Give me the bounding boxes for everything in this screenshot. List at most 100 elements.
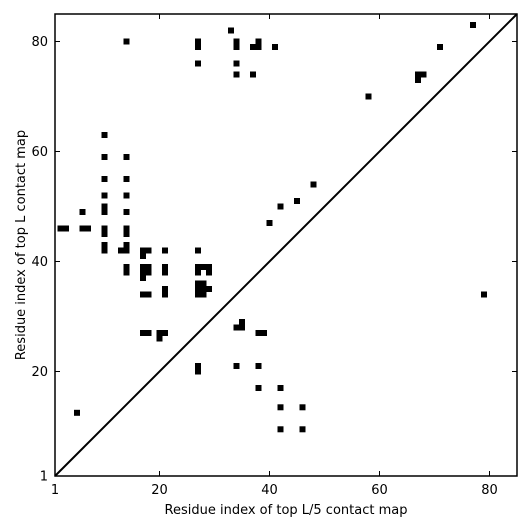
contact-point [101,209,108,215]
contact-point [101,231,108,237]
contact-point [123,247,130,254]
contact-point [255,44,262,50]
contact-point [255,38,262,45]
contact-point [195,264,201,270]
contact-point [101,225,108,232]
contact-point [101,247,108,254]
x-axis-label: Residue index of top L/5 contact map [165,503,408,518]
contact-point [123,242,130,248]
contact-point [239,319,245,325]
contact-point [250,44,256,50]
contact-point [415,71,421,78]
contact-point [255,330,262,336]
contact-point [123,264,130,270]
contact-point [162,291,168,298]
y-tick-label: 80 [31,35,48,50]
y-tick-label: 1 [40,470,48,485]
contact-point [200,264,207,270]
contact-point [156,330,163,336]
contact-point [233,38,240,45]
plot-frame [54,13,518,477]
y-tick-label: 60 [31,145,48,160]
contact-point [140,269,146,276]
y-axis-label: Residue index of top L contact map [14,130,29,360]
contact-point [233,44,240,50]
contact-point [195,280,201,287]
contact-point [85,225,91,232]
contact-point [255,385,262,391]
contact-point [63,225,69,232]
contact-point [195,269,201,276]
contact-point [233,324,240,331]
contact-point [195,368,201,375]
contact-point [200,280,207,287]
contact-point [140,264,146,270]
contact-point [101,132,108,138]
contact-point [437,44,443,50]
contact-point [233,60,240,67]
contact-point [195,38,201,45]
contact-point [195,60,201,67]
contact-point [233,363,240,369]
contact-point [123,269,130,276]
contact-point [145,264,152,270]
contact-point [206,269,212,276]
contact-point [228,27,234,34]
contact-point [101,203,108,210]
contact-point [145,291,152,298]
contact-point [140,330,146,336]
contact-point [101,176,108,182]
contact-point [57,225,64,232]
contact-point [101,192,108,199]
contact-point [277,385,284,391]
contact-point [272,44,278,50]
contact-point [74,409,80,416]
y-tick-label: 40 [31,255,48,270]
contact-point [162,264,168,270]
diagonal-line [54,13,518,477]
contact-point [123,192,130,199]
contact-point [79,225,86,232]
x-tick-label: 80 [481,483,498,498]
contact-point [277,404,284,411]
contact-point [420,71,427,78]
contact-point [239,324,245,331]
contact-point [195,286,201,292]
contact-point [140,291,146,298]
contact-point [79,209,86,215]
contact-point [123,38,130,45]
contact-point [299,404,306,411]
contact-point [206,286,212,292]
contact-point [261,330,267,336]
contact-point [101,154,108,160]
contact-point [266,220,273,226]
contact-point [470,22,476,28]
contact-points [57,22,487,433]
contact-point [481,291,487,298]
contact-point [255,363,262,369]
contact-point [123,209,130,215]
contact-point [123,225,130,232]
contact-point [200,286,207,292]
contact-point [277,426,284,433]
contact-point [123,154,130,160]
contact-point [200,291,207,298]
contact-point [145,269,152,276]
contact-point [118,247,124,254]
contact-point [123,231,130,237]
contact-point [162,330,168,336]
contact-point [162,286,168,292]
y-tick-label: 20 [31,365,48,380]
contact-point [195,363,201,369]
x-tick-label: 40 [261,483,278,498]
contact-point [101,242,108,248]
contact-point [250,71,256,78]
contact-point [415,77,421,83]
contact-point [195,247,201,254]
contact-point [123,176,130,182]
x-tick-label: 1 [51,483,59,498]
contact-point [140,247,146,254]
contact-point [365,93,372,100]
contact-point [277,203,284,210]
